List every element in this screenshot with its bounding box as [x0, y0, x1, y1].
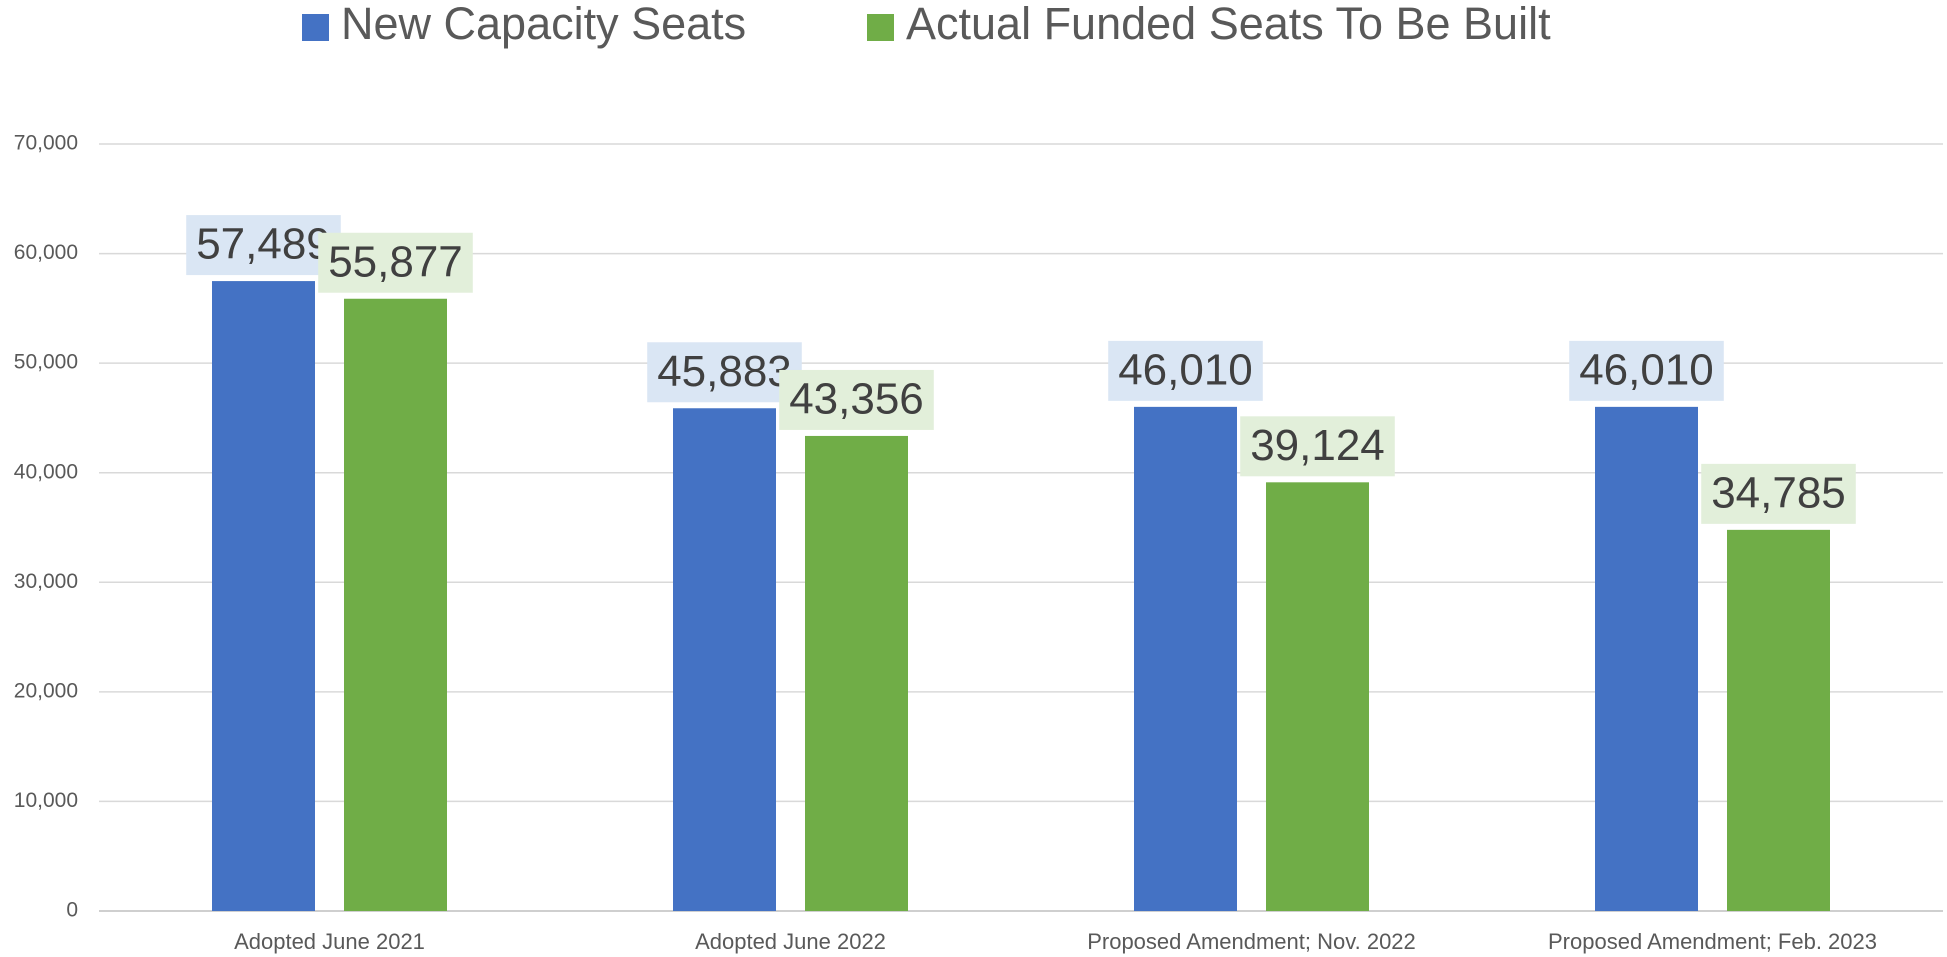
bar	[1266, 482, 1369, 911]
data-label: 46,010	[1579, 345, 1714, 394]
bar	[1134, 406, 1237, 911]
y-tick-label: 50,000	[14, 351, 78, 374]
data-label: 45,883	[657, 347, 792, 396]
y-tick-label: 70,000	[14, 132, 78, 155]
data-label-background	[186, 215, 341, 276]
data-label-background	[1240, 416, 1395, 477]
data-label: 55,877	[328, 237, 463, 286]
bar	[344, 298, 447, 911]
data-label-background	[647, 342, 802, 403]
legend-label: New Capacity Seats	[341, 0, 746, 49]
data-label-background	[779, 369, 934, 430]
y-tick-label: 20,000	[14, 679, 78, 702]
data-label-background	[1701, 463, 1856, 524]
x-tick-label: Adopted June 2021	[234, 929, 425, 954]
legend-swatch	[867, 14, 894, 41]
data-label: 57,489	[196, 220, 331, 269]
data-label: 43,356	[789, 375, 924, 424]
y-tick-label: 0	[66, 899, 78, 922]
data-label-background	[318, 232, 473, 293]
legend-swatch	[302, 14, 329, 41]
data-label-background	[1108, 340, 1263, 401]
y-tick-label: 10,000	[14, 789, 78, 812]
bar	[1595, 406, 1698, 911]
data-label: 46,010	[1118, 345, 1253, 394]
bar	[1727, 529, 1830, 911]
x-tick-label: Adopted June 2022	[695, 929, 886, 954]
legend-label: Actual Funded Seats To Be Built	[906, 0, 1551, 49]
bar	[212, 281, 315, 911]
data-label-background	[1569, 340, 1724, 401]
y-tick-label: 60,000	[14, 241, 78, 264]
y-tick-label: 40,000	[14, 460, 78, 483]
data-label: 39,124	[1250, 421, 1385, 470]
bar	[805, 435, 908, 911]
y-tick-label: 30,000	[14, 570, 78, 593]
x-tick-label: Proposed Amendment; Feb. 2023	[1548, 929, 1877, 954]
data-label: 34,785	[1711, 468, 1846, 517]
x-tick-label: Proposed Amendment; Nov. 2022	[1087, 929, 1416, 954]
bar	[673, 408, 776, 911]
